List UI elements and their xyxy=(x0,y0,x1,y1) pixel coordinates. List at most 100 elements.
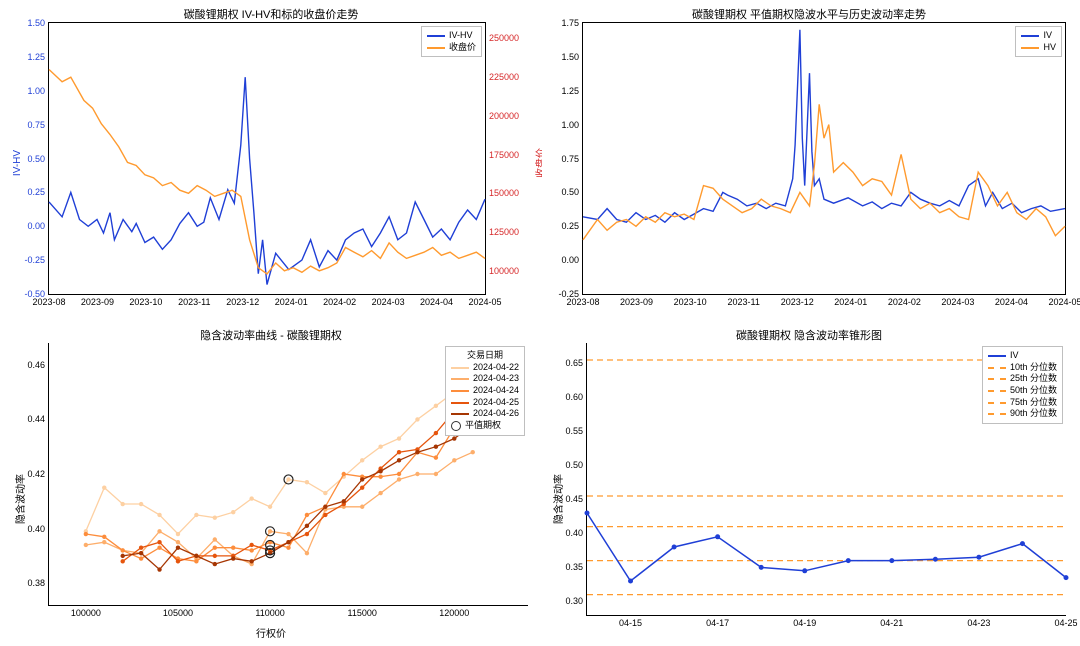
chart-iv-hv: 碳酸锂期权 平值期权隐波水平与历史波动率走势 IV HV -0.250.000.… xyxy=(542,4,1076,321)
tick-label: 2023-08 xyxy=(566,294,599,307)
tick-label: 100000 xyxy=(485,266,519,276)
tick-label: 0.00 xyxy=(561,255,583,265)
tick-label: 2023-11 xyxy=(178,294,210,307)
tick-label: 0.50 xyxy=(27,154,49,164)
tick-label: 04-25 xyxy=(1054,615,1077,628)
tick-label: 0.00 xyxy=(27,221,49,231)
chart-ivhv-close: 碳酸锂期权 IV-HV和标的收盘价走势 IV-HV 收盘价 -0.50-0.25… xyxy=(4,4,538,321)
tick-label: 0.50 xyxy=(561,187,583,197)
tick-label: 1.50 xyxy=(561,52,583,62)
legend-label: IV xyxy=(1010,350,1019,362)
legend-item-hv: HV xyxy=(1021,42,1056,54)
legend-title: 交易日期 xyxy=(467,350,503,362)
tick-label: 250000 xyxy=(485,33,519,43)
tick-label: 2023-12 xyxy=(226,294,259,307)
tick-label: 2024-05 xyxy=(1048,294,1080,307)
legend-label: 收盘价 xyxy=(449,42,476,54)
charts-grid: 碳酸锂期权 IV-HV和标的收盘价走势 IV-HV 收盘价 -0.50-0.25… xyxy=(4,4,1076,642)
tick-label: 1.25 xyxy=(27,52,49,62)
tick-label: 115000 xyxy=(348,605,377,618)
tick-label: 04-21 xyxy=(880,615,903,628)
tick-label: 125000 xyxy=(485,227,519,237)
tick-label: 1.00 xyxy=(561,120,583,130)
legend-item-close: 收盘价 xyxy=(427,42,476,54)
chart1-title: 碳酸锂期权 IV-HV和标的收盘价走势 xyxy=(4,6,538,22)
chart1-plot xyxy=(49,23,485,294)
tick-label: 2023-11 xyxy=(727,294,759,307)
tick-label: 0.75 xyxy=(561,154,583,164)
tick-label: 100000 xyxy=(71,605,101,618)
tick-label: 0.25 xyxy=(27,187,49,197)
legend-label: 10th 分位数 xyxy=(1010,362,1057,374)
tick-label: 04-15 xyxy=(619,615,642,628)
tick-label: 1.75 xyxy=(561,18,583,28)
chart1-axes: IV-HV 收盘价 -0.50-0.250.000.250.500.751.00… xyxy=(48,22,486,295)
tick-label: 2024-01 xyxy=(275,294,308,307)
chart3-legend: 交易日期 2024-04-222024-04-232024-04-242024-… xyxy=(445,346,525,436)
tick-label: 04-19 xyxy=(793,615,816,628)
legend-item-atm: 平值期权 xyxy=(451,420,519,432)
legend-item-p75: 75th 分位数 xyxy=(988,397,1057,409)
chart4-title: 碳酸锂期权 隐含波动率锥形图 xyxy=(542,327,1076,343)
legend-label: 75th 分位数 xyxy=(1010,397,1057,409)
tick-label: 04-23 xyxy=(967,615,990,628)
tick-label: 04-17 xyxy=(706,615,729,628)
chart3-title: 隐含波动率曲线 - 碳酸锂期权 xyxy=(4,327,538,343)
tick-label: 120000 xyxy=(439,605,469,618)
tick-label: 0.55 xyxy=(565,426,587,436)
tick-label: 2024-03 xyxy=(941,294,974,307)
chart3-ylabel: 隐含波动率 xyxy=(12,474,27,524)
tick-label: 1.50 xyxy=(27,18,49,28)
legend-item-p25: 25th 分位数 xyxy=(988,373,1057,385)
tick-label: 2023-09 xyxy=(81,294,114,307)
tick-label: 0.40 xyxy=(565,528,587,538)
tick-label: 0.25 xyxy=(561,221,583,231)
chart1-ylabel-left: IV-HV xyxy=(12,149,23,175)
tick-label: 0.46 xyxy=(27,360,49,370)
chart2-legend: IV HV xyxy=(1015,26,1062,57)
chart3-xlabel: 行权价 xyxy=(256,625,286,640)
tick-label: 225000 xyxy=(485,72,519,82)
chart4-axes: IV 10th 分位数 25th 分位数 50th 分位数 75th 分位数 xyxy=(586,343,1066,616)
tick-label: 150000 xyxy=(485,188,519,198)
legend-item-ivhv: IV-HV xyxy=(427,30,476,42)
legend-item-date: 2024-04-24 xyxy=(451,385,519,397)
tick-label: 2023-12 xyxy=(781,294,814,307)
tick-label: 0.42 xyxy=(27,469,49,479)
tick-label: 0.38 xyxy=(27,578,49,588)
tick-label: 0.75 xyxy=(27,120,49,130)
tick-label: 2024-05 xyxy=(468,294,501,307)
tick-label: 0.60 xyxy=(565,392,587,402)
legend-item-p10: 10th 分位数 xyxy=(988,362,1057,374)
tick-label: 2023-09 xyxy=(620,294,653,307)
legend-label: 2024-04-25 xyxy=(473,397,519,409)
legend-item-iv: IV xyxy=(988,350,1057,362)
legend-label: 50th 分位数 xyxy=(1010,385,1057,397)
tick-label: 2024-01 xyxy=(834,294,867,307)
legend-item-date: 2024-04-22 xyxy=(451,362,519,374)
tick-label: 2024-04 xyxy=(995,294,1028,307)
chart2-plot xyxy=(583,23,1065,294)
legend-label: 2024-04-23 xyxy=(473,373,519,385)
legend-item-p50: 50th 分位数 xyxy=(988,385,1057,397)
chart4-ylabel: 隐含波动率 xyxy=(550,474,565,524)
tick-label: 0.44 xyxy=(27,414,49,424)
tick-label: 2024-02 xyxy=(323,294,356,307)
legend-item-p90: 90th 分位数 xyxy=(988,408,1057,420)
chart2-title: 碳酸锂期权 平值期权隐波水平与历史波动率走势 xyxy=(542,6,1076,22)
tick-label: 1.00 xyxy=(27,86,49,96)
chart4-legend: IV 10th 分位数 25th 分位数 50th 分位数 75th 分位数 xyxy=(982,346,1063,424)
legend-item-date: 2024-04-26 xyxy=(451,408,519,420)
legend-item-date: 2024-04-23 xyxy=(451,373,519,385)
tick-label: 105000 xyxy=(163,605,193,618)
legend-label: 平值期权 xyxy=(465,420,501,432)
tick-label: 2024-03 xyxy=(372,294,405,307)
legend-item-date: 2024-04-25 xyxy=(451,397,519,409)
legend-label: 2024-04-24 xyxy=(473,385,519,397)
tick-label: 2023-08 xyxy=(32,294,65,307)
tick-label: -0.25 xyxy=(24,255,49,265)
legend-label: 2024-04-26 xyxy=(473,408,519,420)
chart2-axes: IV HV -0.250.000.250.500.751.001.251.501… xyxy=(582,22,1066,295)
tick-label: 0.65 xyxy=(565,358,587,368)
tick-label: 2024-02 xyxy=(888,294,921,307)
